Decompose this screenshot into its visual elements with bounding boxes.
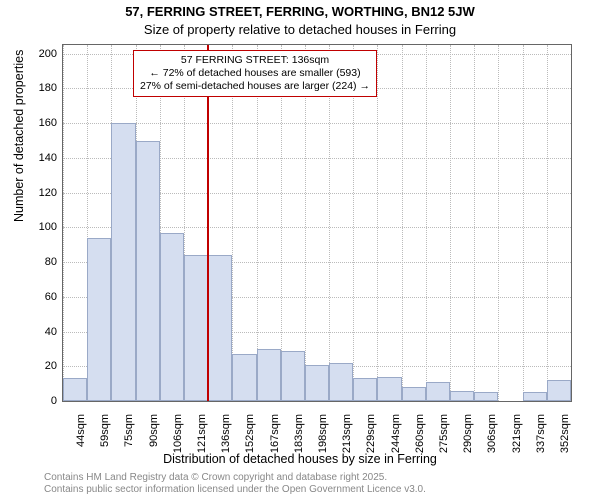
gridline-v [450,45,451,401]
histogram-bar [160,233,184,401]
chart-title-line1: 57, FERRING STREET, FERRING, WORTHING, B… [0,4,600,19]
y-tick-label: 200 [23,49,63,59]
annotation-line2: ← 72% of detached houses are smaller (59… [140,67,370,80]
histogram-bar [184,255,208,401]
histogram-bar [232,354,256,401]
gridline-v [426,45,427,401]
histogram-bar [523,392,547,401]
x-tick-label: 59sqm [97,414,111,447]
x-tick-label: 260sqm [412,414,426,453]
gridline-v [377,45,378,401]
x-tick-label: 213sqm [339,414,353,453]
histogram-bar [377,377,401,401]
histogram-bar [111,123,135,401]
y-tick-label: 60 [23,292,63,302]
chart-title-line2: Size of property relative to detached ho… [0,22,600,37]
x-tick-label: 121sqm [194,414,208,453]
plot-area: 57 FERRING STREET: 136sqm ← 72% of detac… [62,44,572,402]
x-tick-label: 90sqm [146,414,160,447]
gridline-v [474,45,475,401]
gridline-v [402,45,403,401]
histogram-bar [474,392,498,401]
x-tick-label: 167sqm [267,414,281,453]
annotation-line3: 27% of semi-detached houses are larger (… [140,80,370,93]
histogram-bar [305,365,329,401]
y-tick-label: 40 [23,327,63,337]
y-tick-label: 0 [23,396,63,406]
x-tick-label: 321sqm [509,414,523,453]
annotation-line1: 57 FERRING STREET: 136sqm [140,54,370,67]
histogram-bar [402,387,426,401]
gridline-v [547,45,548,401]
histogram-bar [281,351,305,401]
histogram-bar [63,378,87,401]
x-axis-label: Distribution of detached houses by size … [0,452,600,466]
y-tick-label: 20 [23,361,63,371]
x-tick-label: 352sqm [557,414,571,453]
histogram-bar [329,363,353,401]
x-tick-label: 183sqm [291,414,305,453]
histogram-bar [208,255,232,401]
histogram-bar [353,378,377,401]
subject-marker-line [207,45,209,401]
x-tick-label: 290sqm [460,414,474,453]
gridline-v [281,45,282,401]
chart-container: 57, FERRING STREET, FERRING, WORTHING, B… [0,0,600,500]
y-tick-label: 140 [23,153,63,163]
gridline-v [523,45,524,401]
histogram-bar [426,382,450,401]
histogram-bar [136,141,160,401]
gridline-v [498,45,499,401]
y-tick-label: 80 [23,257,63,267]
annotation-box: 57 FERRING STREET: 136sqm ← 72% of detac… [133,50,377,97]
gridline-v [257,45,258,401]
histogram-bar [87,238,111,401]
y-tick-label: 120 [23,188,63,198]
histogram-bar [547,380,571,401]
x-tick-label: 229sqm [363,414,377,453]
x-tick-label: 44sqm [73,414,87,447]
gridline-v [305,45,306,401]
x-tick-label: 306sqm [484,414,498,453]
x-tick-label: 106sqm [170,414,184,453]
x-tick-label: 75sqm [121,414,135,447]
y-tick-label: 100 [23,222,63,232]
gridline-v [353,45,354,401]
footer-line2: Contains public sector information licen… [44,484,426,495]
footer-line1: Contains HM Land Registry data © Crown c… [44,472,387,483]
x-tick-label: 337sqm [533,414,547,453]
gridline-v [232,45,233,401]
y-tick-label: 160 [23,118,63,128]
gridline-h [63,123,571,124]
x-tick-label: 244sqm [388,414,402,453]
gridline-v [329,45,330,401]
y-axis-label: Number of detached properties [12,50,26,222]
x-tick-label: 198sqm [315,414,329,453]
y-tick-label: 180 [23,83,63,93]
histogram-bar [450,391,474,401]
x-tick-label: 152sqm [242,414,256,453]
x-tick-label: 136sqm [218,414,232,453]
gridline-v [63,45,64,401]
histogram-bar [257,349,281,401]
x-tick-label: 275sqm [436,414,450,453]
